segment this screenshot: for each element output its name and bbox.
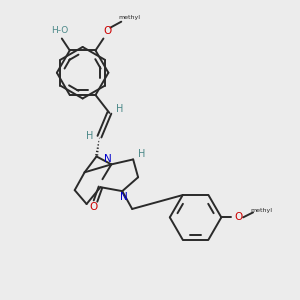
Text: N: N xyxy=(120,192,128,202)
Text: H: H xyxy=(86,131,93,141)
Text: O: O xyxy=(103,26,112,36)
Text: methyl: methyl xyxy=(118,15,140,20)
Text: O: O xyxy=(234,212,242,222)
Text: H: H xyxy=(138,149,146,160)
Text: O: O xyxy=(89,202,98,212)
Text: H-O: H-O xyxy=(51,26,68,35)
Text: methyl: methyl xyxy=(250,208,272,213)
Text: N: N xyxy=(103,154,111,164)
Text: H: H xyxy=(116,104,123,114)
